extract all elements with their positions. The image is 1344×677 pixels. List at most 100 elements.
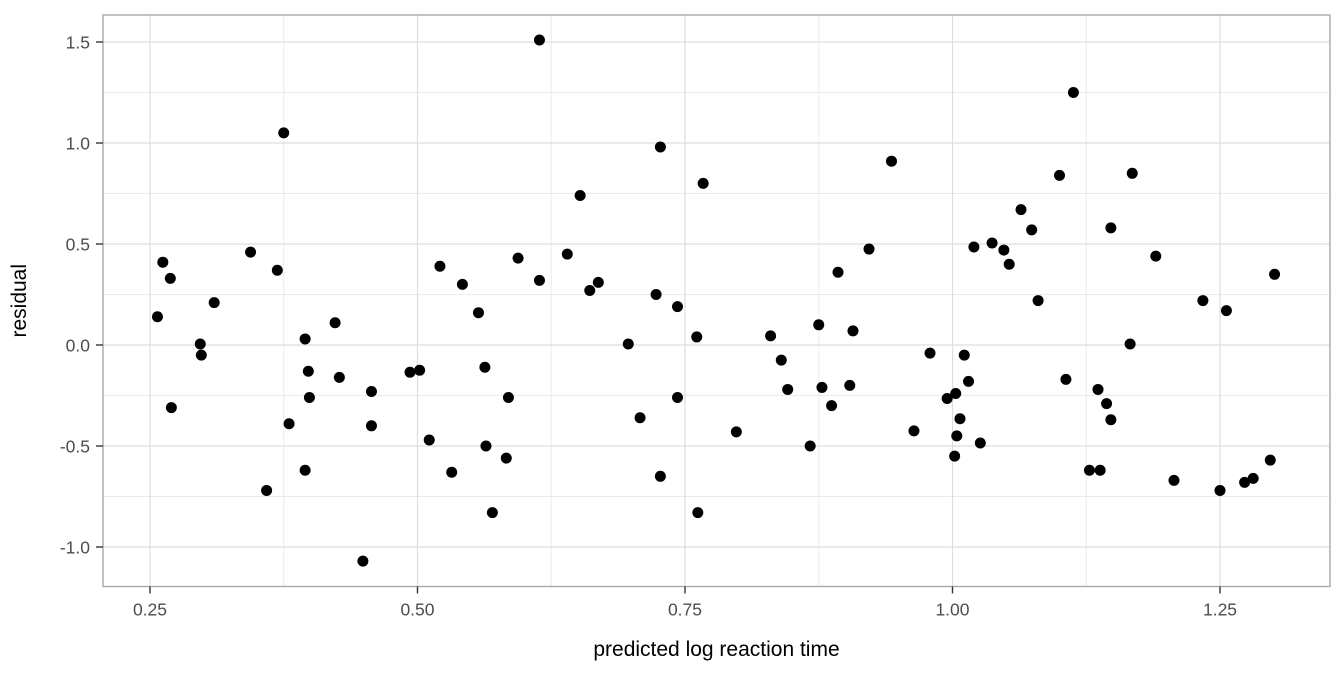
data-point: [157, 256, 169, 268]
data-point: [950, 387, 962, 399]
data-point: [1150, 250, 1162, 262]
data-point: [208, 297, 220, 309]
data-point: [283, 418, 295, 430]
data-point: [804, 440, 816, 452]
data-point: [974, 437, 986, 449]
data-point: [164, 272, 176, 284]
data-point: [434, 260, 446, 272]
data-point: [634, 412, 646, 424]
data-point: [151, 311, 163, 323]
data-point: [986, 237, 998, 249]
data-point: [832, 266, 844, 278]
data-point: [924, 347, 936, 359]
data-point: [480, 440, 492, 452]
x-tick-label: 1.25: [1203, 600, 1237, 620]
data-point: [816, 381, 828, 393]
data-point: [1026, 224, 1038, 236]
data-point: [951, 430, 963, 442]
data-point: [245, 246, 257, 258]
data-point: [502, 392, 514, 404]
data-point: [765, 330, 777, 342]
data-point: [1060, 373, 1072, 385]
y-axis-tick-labels: -1.0 -0.5 0.0 0.5 1.0 1.5: [60, 33, 90, 558]
data-point: [1105, 222, 1117, 234]
data-point: [271, 264, 283, 276]
data-point: [423, 434, 435, 446]
y-axis-title: residual: [8, 264, 31, 338]
data-point: [1126, 167, 1138, 179]
data-point: [844, 379, 856, 391]
data-point: [414, 364, 426, 376]
data-point: [1247, 472, 1259, 484]
data-point: [299, 333, 311, 345]
data-point: [302, 365, 314, 377]
data-point: [592, 276, 604, 288]
data-point: [671, 301, 683, 313]
axis-tick-marks: [96, 41, 1221, 594]
data-point: [1239, 476, 1251, 488]
data-point: [472, 307, 484, 319]
data-point: [691, 331, 703, 343]
data-point: [1168, 474, 1180, 486]
data-point: [1220, 305, 1232, 317]
data-point: [303, 392, 315, 404]
data-point: [1053, 169, 1065, 181]
y-tick-label: 0.5: [66, 235, 90, 255]
data-point: [195, 349, 207, 361]
data-point: [561, 248, 573, 260]
data-point: [1015, 204, 1027, 216]
data-point: [1094, 464, 1106, 476]
data-point: [826, 400, 838, 412]
data-point: [863, 243, 875, 255]
data-point: [954, 413, 966, 425]
data-point: [329, 317, 341, 329]
data-point: [692, 507, 704, 519]
x-axis-title: predicted log reaction time: [593, 638, 839, 661]
data-point: [654, 141, 666, 153]
x-axis-tick-labels: 0.25 0.50 0.75 1.00 1.25: [133, 600, 1237, 620]
data-point: [404, 366, 416, 378]
data-point: [278, 127, 290, 139]
data-point: [886, 155, 898, 167]
panel-background: [103, 15, 1330, 587]
data-point: [1214, 484, 1226, 496]
data-point: [949, 450, 961, 462]
y-tick-label: 1.0: [66, 134, 91, 154]
data-point: [958, 349, 970, 361]
data-point: [365, 420, 377, 432]
data-point: [1269, 268, 1281, 280]
x-tick-label: 0.25: [133, 600, 167, 620]
data-point: [333, 371, 345, 383]
data-point: [299, 464, 311, 476]
data-point: [813, 319, 825, 331]
data-point: [654, 470, 666, 482]
data-point: [1067, 87, 1079, 99]
y-tick-label: -1.0: [60, 538, 90, 558]
data-point: [697, 177, 709, 189]
data-point: [512, 252, 524, 264]
x-tick-label: 0.75: [668, 600, 702, 620]
data-point: [968, 241, 980, 253]
data-point: [671, 392, 683, 404]
y-tick-label: -0.5: [60, 437, 90, 457]
data-point: [446, 466, 458, 478]
data-point: [584, 284, 596, 296]
data-point: [730, 426, 742, 438]
panel-border: [102, 14, 1331, 588]
data-point: [1092, 383, 1104, 395]
data-point: [1003, 258, 1015, 270]
y-tick-label: 1.5: [66, 33, 90, 53]
data-point: [533, 274, 545, 286]
data-point: [1032, 295, 1044, 307]
data-points: [151, 34, 1281, 567]
data-point: [941, 393, 953, 405]
data-point: [194, 338, 206, 350]
data-point: [1197, 295, 1209, 307]
data-point: [357, 555, 369, 567]
data-point: [908, 425, 920, 437]
data-point: [775, 354, 787, 366]
data-point: [479, 361, 491, 373]
data-point: [486, 507, 498, 519]
data-point: [847, 325, 859, 337]
